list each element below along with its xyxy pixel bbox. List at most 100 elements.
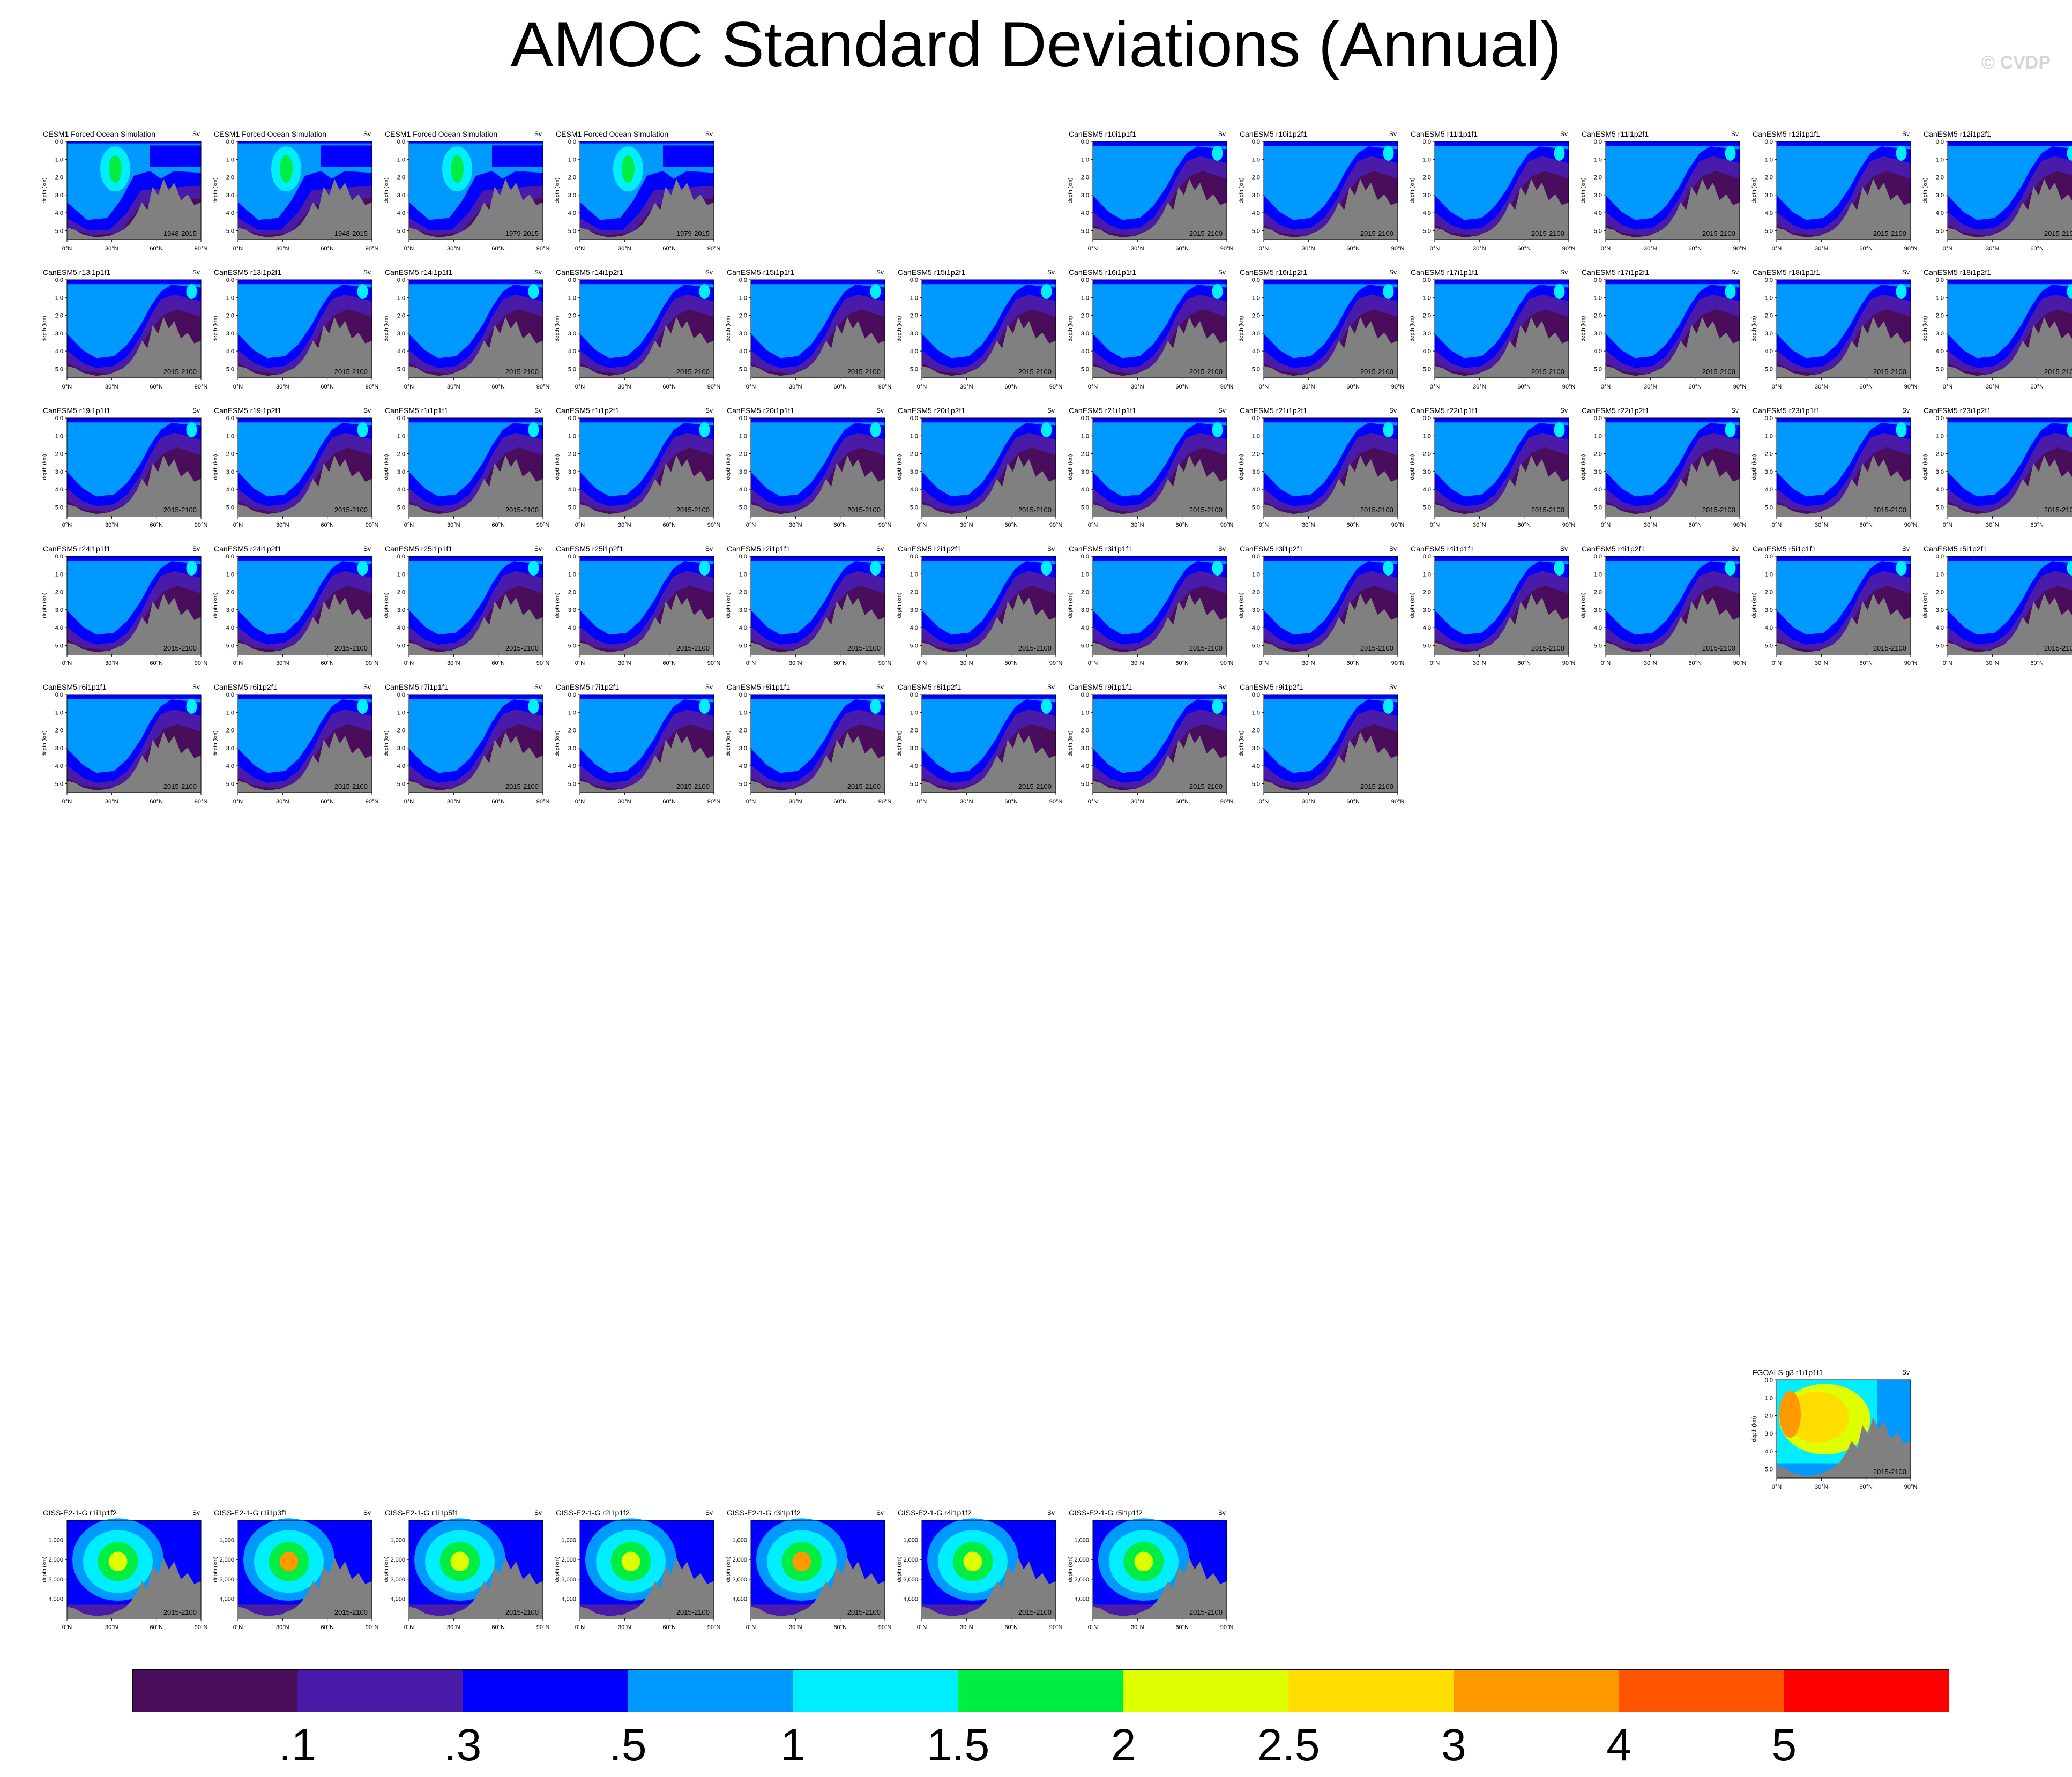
contour-spot [870,560,881,576]
y-tick-label: 0.0 [397,415,405,422]
panel-units: Sv [1047,545,1055,552]
y-tick-label: 5.0 [910,366,918,372]
land-mask [922,317,1056,378]
y-tick-label: 2.0 [1765,589,1773,596]
contour-surface [67,280,201,285]
y-tick-label: 2.0 [568,451,576,458]
y-tick-label: 4.0 [910,487,918,493]
y-tick-label: 4.0 [1594,348,1602,355]
panel-title: CanESM5 r21i1p2f1 [1240,406,1308,415]
panel-units: Sv [192,683,200,691]
contour-surface [1948,418,2072,423]
y-axis-label: depth (km) [1239,731,1244,757]
plot-frame [66,141,202,240]
y-tick-label: 4.0 [910,763,918,770]
land-mask [922,455,1056,516]
year-range-label: 2015-2100 [163,644,197,652]
land-mask [1948,178,2072,240]
y-tick-label: 0.0 [1594,139,1602,145]
x-tick-label: 60°N [2030,384,2044,390]
contour-surface [1264,418,1398,423]
x-tick-label: 30°N [1302,522,1315,528]
panel-title: GISS-E2-1-G r3i1p1f2 [727,1509,801,1517]
x-tick-label: 60°N [321,384,334,390]
panel-units: Sv [876,268,884,276]
panel-title: CanESM5 r12i1p1f1 [1753,130,1821,138]
y-axis-label: depth (km) [42,178,48,204]
y-tick-label: 2.0 [55,589,63,596]
contour-plot: 0°N 30°N 60°N 90°N 1,000 2,000 3,000 4,000 depth… [726,1518,891,1631]
contour-spot [1896,283,1907,299]
year-range-label: 2015-2100 [1189,1608,1223,1616]
x-tick-label: 60°N [150,245,163,252]
x-tick-label: 0°N [746,660,756,667]
x-tick-label: 0°N [917,1624,927,1631]
x-tick-label: 0°N [404,522,414,528]
year-range-label: 2015-2100 [2044,644,2072,652]
y-tick-label: 1.0 [1423,156,1431,163]
contour-surface [238,418,372,423]
panel-units: Sv [534,1509,542,1517]
y-tick-label: 3.0 [1594,331,1602,337]
x-tick-label: 90°N [1049,384,1063,390]
contour-surface [67,141,201,144]
colorbar-level-label: 4 [1606,1720,1631,1770]
contour-surface [751,556,885,561]
colorbar-frame [132,1669,1949,1712]
contour-plot: 0°N 30°N 60°N 90°N 1,000 2,000 3,000 4,000 depth… [1068,1518,1233,1631]
y-tick-label: 2.0 [226,175,234,181]
y-tick-label: 4.0 [1936,348,1944,355]
y-tick-label: 3.0 [1252,607,1260,614]
x-tick-label: 0°N [1259,798,1269,805]
land-mask [409,455,543,516]
y-tick-label: 3.0 [1423,331,1431,337]
contour-spot [1383,145,1394,161]
contour-plot: 0°N 30°N 60°N 90°N 0.0 1.0 2.0 3.0 4.0 5.0 depth (… [1581,415,1746,528]
x-tick-label: 60°N [150,660,163,667]
y-tick-label: 3,000 [48,1577,63,1583]
y-tick-label: 1.0 [226,156,234,163]
y-tick-label: 1.0 [910,433,918,439]
contour-spot [699,698,710,714]
plot-frame [1092,279,1227,378]
panel-title: CanESM5 r10i1p2f1 [1240,130,1308,138]
panel-title: CanESM5 r13i1p1f1 [43,268,111,277]
year-range-label: 2015-2100 [334,644,368,652]
plot-frame [1092,1520,1227,1619]
y-tick-label: 4.0 [397,763,405,770]
year-range-label: 1979-2015 [505,229,539,237]
y-tick-label: 3.0 [1252,745,1260,752]
contour-surface [1948,556,2072,561]
y-tick-label: 1.0 [1765,156,1773,163]
x-tick-label: 30°N [105,798,118,805]
contour-panel: 0°N 30°N 60°N 90°N 0.0 1.0 2.0 3.0 4.0 5.0 depth (… [555,130,727,252]
y-tick-label: 4.0 [1594,625,1602,631]
panel-units: Sv [363,130,371,138]
y-tick-label: 3.0 [1081,331,1089,337]
y-tick-label: 2.0 [226,451,234,458]
x-tick-label: 30°N [789,522,802,528]
year-range-label: 2015-2100 [334,506,368,514]
panel-title: CanESM5 r5i1p1f1 [1753,544,1816,553]
contour-spot [528,698,539,714]
panel-title: CanESM5 r9i1p1f1 [1069,683,1132,691]
x-tick-label: 30°N [276,384,289,390]
y-tick-label: 2.0 [1081,451,1089,458]
x-tick-label: 30°N [1986,384,1999,390]
y-tick-label: 4.0 [55,210,63,216]
y-tick-label: 5.0 [1594,643,1602,649]
contour-panel: 0°N 30°N 60°N 90°N 0.0 1.0 2.0 3.0 4.0 5.0 depth (… [213,268,385,390]
colorbar-level-label: 1 [780,1720,806,1770]
contour-spot [186,422,197,437]
contour-panel: 0°N 30°N 60°N 90°N 0.0 1.0 2.0 3.0 4.0 5.0 depth (… [1581,545,1753,667]
x-tick-label: 90°N [536,245,550,252]
contour-spot [357,698,368,714]
y-tick-label: 3.0 [1081,745,1089,752]
y-tick-label: 5.0 [1936,366,1944,372]
y-axis-label: depth (km) [42,731,48,757]
contour-north [663,145,714,167]
y-tick-label: 2.0 [226,728,234,734]
contour-panel: 0°N 30°N 60°N 90°N 0.0 1.0 2.0 3.0 4.0 5.0 depth (… [555,683,727,805]
x-tick-label: 90°N [707,798,721,805]
y-tick-label: 2.0 [397,451,405,458]
